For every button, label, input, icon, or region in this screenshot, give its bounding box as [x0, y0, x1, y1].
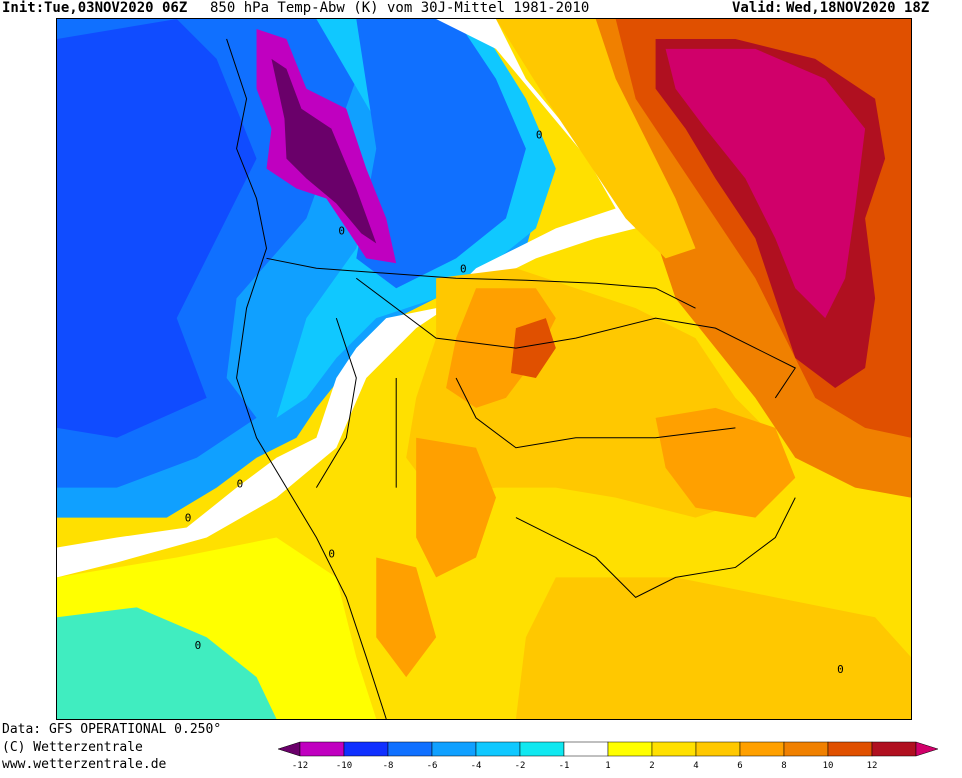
- warm-anomaly-region: [376, 557, 437, 678]
- legend-swatch: [827, 741, 873, 757]
- cold-anomaly-region: [57, 607, 277, 719]
- chart-title: 850 hPa Temp-Abw (K) vom 30J-Mittel 1981…: [210, 0, 590, 16]
- legend-swatch: [607, 741, 653, 757]
- zero-contour-label: 0: [536, 129, 543, 142]
- legend-tick-label: -8: [383, 761, 394, 771]
- website-link[interactable]: www.wetterzentrale.de: [2, 757, 167, 772]
- legend-tick-label: -12: [292, 761, 308, 771]
- warm-anomaly-region: [515, 577, 911, 719]
- legend-swatch: [695, 741, 741, 757]
- copyright: (C) Wetterzentrale: [2, 740, 143, 755]
- data-source: Data: GFS OPERATIONAL 0.250°: [2, 722, 222, 737]
- warm-core-region: [665, 48, 866, 319]
- zero-contour-label: 0: [837, 663, 844, 676]
- warm-anomaly-region: [495, 19, 696, 259]
- cold-anomaly-region: [57, 19, 257, 438]
- legend-swatch: [431, 741, 477, 757]
- zero-contour-label: 0: [185, 512, 192, 525]
- cold-core-region: [271, 58, 377, 244]
- init-label: Init:: [2, 0, 45, 16]
- header: Init: Tue,03NOV2020 06Z 850 hPa Temp-Abw…: [0, 0, 962, 18]
- coastlines: [226, 38, 796, 719]
- legend-tick-label: -6: [427, 761, 438, 771]
- legend-swatch: [783, 741, 829, 757]
- anomaly-map: 0 0 0 0 0 0 0 0: [56, 18, 912, 720]
- zero-contour-label: 0: [338, 224, 345, 237]
- cold-anomaly-region: [356, 19, 526, 289]
- legend-tick-label: 10: [823, 761, 834, 771]
- legend-swatch: [299, 741, 345, 757]
- legend-tick-label: 2: [649, 761, 654, 771]
- legend-swatch: [915, 741, 939, 757]
- zero-contour-label: 0: [237, 478, 244, 491]
- warm-anomaly-region: [446, 288, 556, 408]
- legend-swatch: [651, 741, 697, 757]
- valid-value: Wed,18NOV2020 18Z: [786, 0, 930, 16]
- legend-tick-label: 6: [737, 761, 742, 771]
- legend-tick-label: 12: [867, 761, 878, 771]
- zero-contour-label: 0: [328, 547, 335, 560]
- legend-swatch: [871, 741, 917, 757]
- legend-swatch: [277, 741, 301, 757]
- init-value: Tue,03NOV2020 06Z: [44, 0, 188, 16]
- website[interactable]: www.wetterzentrale.de: [2, 757, 166, 772]
- legend-swatch: [739, 741, 785, 757]
- legend-tick-label: -2: [515, 761, 526, 771]
- legend-swatch: [475, 741, 521, 757]
- legend-swatch: [387, 741, 433, 757]
- warm-anomaly-region: [510, 318, 556, 378]
- warm-anomaly-region: [416, 437, 496, 578]
- color-legend: -12 -10 -8 -6 -4 -2 -1 1 2 4 6 8 10 12: [277, 741, 939, 771]
- legend-tick-label: -1: [559, 761, 570, 771]
- legend-tick-label: -10: [336, 761, 352, 771]
- legend-tick-label: 8: [781, 761, 786, 771]
- valid-label: Valid:: [732, 0, 783, 16]
- legend-swatch: [343, 741, 389, 757]
- legend-tick-label: 4: [693, 761, 698, 771]
- zero-contour-label: 0: [460, 262, 467, 275]
- legend-tick-label: 1: [605, 761, 610, 771]
- legend-swatch: [519, 741, 565, 757]
- legend-tick-label: -4: [471, 761, 482, 771]
- legend-swatch: [563, 741, 609, 757]
- warm-anomaly-region: [655, 407, 796, 518]
- zero-contour-label: 0: [195, 639, 202, 652]
